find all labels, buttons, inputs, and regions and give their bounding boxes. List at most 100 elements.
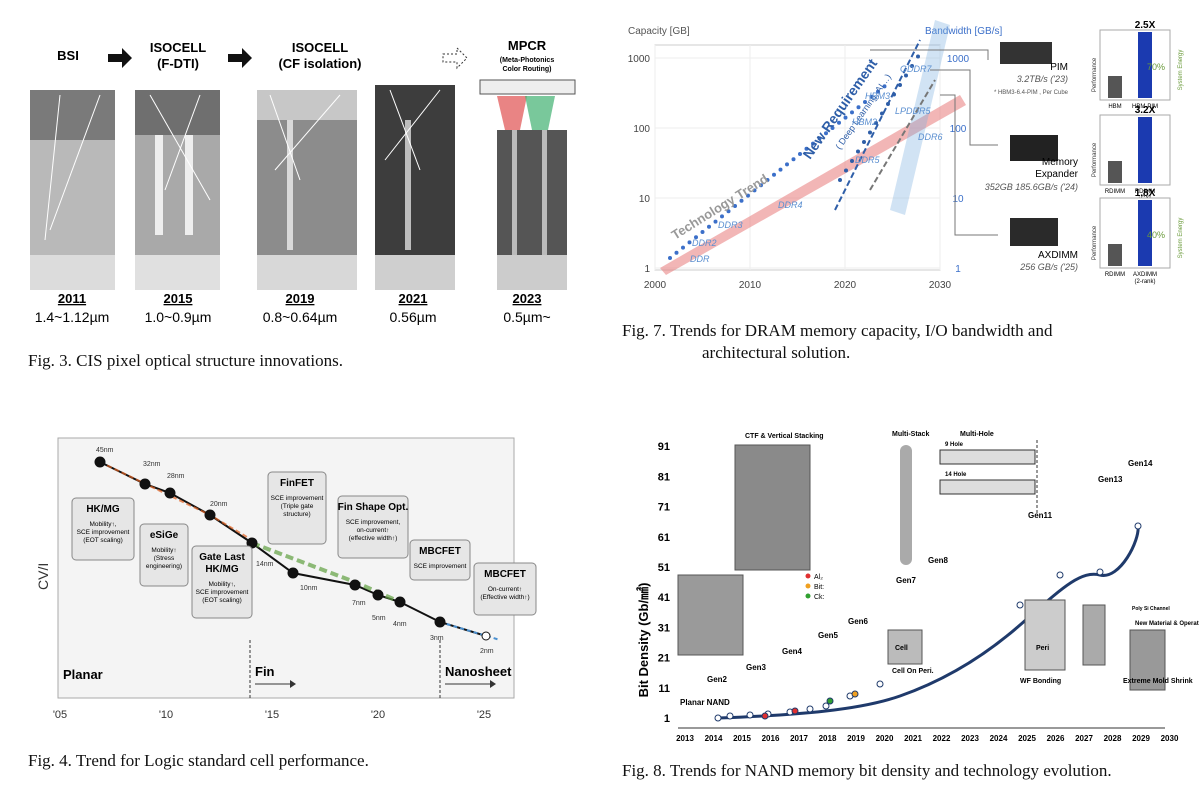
fig8-point — [1016, 601, 1024, 609]
fig8-legend-label: Ck: — [814, 594, 825, 601]
fig7-technology-trend-arrow — [660, 95, 966, 275]
fig7-point — [720, 214, 724, 219]
fig7-caption: Fig. 7. Trends for DRAM memory capacity,… — [622, 320, 1182, 364]
fig7-y-right-ticks: 1 10 100 1000 — [947, 54, 970, 275]
fig7-point — [904, 73, 908, 78]
fig7-bar-baseline — [1108, 76, 1122, 98]
fig3-sublabel-mpcr-2: Color Routing) — [503, 66, 552, 73]
fig8-y-tick: 41 — [658, 592, 670, 604]
fig4-panel: CV/I Planar Fin Nanosheet 45nm 32nm 28nm 20… — [0, 400, 600, 791]
fig7-dram-label: DDR3 — [718, 220, 743, 230]
fig7-x-tick: 2030 — [929, 280, 952, 291]
fig8-gen-label: Gen7 — [896, 576, 917, 585]
fig8-y-tick: 71 — [658, 502, 670, 514]
fig7-point — [874, 121, 878, 125]
fig7-axdimm-spec: 256 GB/s ('25) — [1019, 262, 1078, 272]
fig8-points — [714, 522, 1142, 722]
fig7-bar-label: RDIMM — [1105, 189, 1125, 195]
fig7-point — [759, 183, 763, 188]
fig4-tech-box-text: (Stress — [154, 555, 175, 562]
fig8-gen-label: Planar NAND — [680, 698, 730, 707]
fig4-node-label: 2nm — [480, 648, 494, 655]
fig7-bar-baseline — [1108, 161, 1122, 183]
fig8-gen-label: Gen3 — [746, 663, 767, 672]
fig7-expander-spec: 352GB 185.6GB/s ('24) — [985, 182, 1078, 192]
fig3-label-isocell-cf-2: (CF isolation) — [278, 56, 361, 71]
fig8-point — [746, 711, 754, 719]
fig7-panel: Capacity [GB] Bandwidth [GB/s] 1 10 100 100… — [600, 0, 1199, 400]
fig7-bar-axis-left: Performance — [1092, 57, 1098, 92]
fig7-ylabel-left: Capacity [GB] — [628, 26, 690, 37]
fig7-chart: Capacity [GB] Bandwidth [GB/s] 1 10 100 100… — [628, 20, 1184, 291]
fig8-new-material-illustration — [1082, 604, 1106, 666]
fig4-tech-box-title: Gate Last — [199, 552, 245, 563]
fig7-point — [892, 92, 896, 97]
fig7-y-right-tick: 1000 — [947, 54, 970, 65]
fig7-x-tick: 2010 — [739, 280, 762, 291]
fig7-y-right-tick: 10 — [952, 194, 964, 205]
fig7-bar-baseline — [1108, 244, 1122, 266]
fig4-tech-box-text: Mobility↑ — [151, 547, 176, 554]
fig7-bar-axis-left: Performance — [1092, 142, 1098, 177]
fig7-point — [765, 178, 770, 182]
fig4-tech-box-title: Fin Shape Opt. — [338, 502, 409, 513]
fig4-x-tick: '20 — [371, 709, 385, 721]
fig7-bar-gain: 3.2X — [1135, 105, 1156, 116]
fig8-y-tick: 21 — [658, 653, 670, 665]
fig4-chart: CV/I Planar Fin Nanosheet 45nm 32nm 28nm 20… — [35, 437, 537, 721]
fig8-annotation: WF Bonding — [1020, 678, 1061, 685]
fig7-point — [726, 209, 731, 214]
fig7-y-left-tick: 1000 — [628, 54, 651, 65]
fig7-bar-label: HBM-PIM — [1132, 104, 1158, 110]
fig8-point — [714, 714, 722, 722]
fig8-annotation: Poly Si Channel — [1132, 606, 1170, 612]
fig3-cross-section-images — [30, 79, 576, 290]
fig7-point — [824, 131, 828, 136]
fig4-tech-box-text: SCE improvement — [196, 589, 249, 596]
fig8-cell-on-peri-illustration — [887, 629, 923, 665]
fig8-x-tick: 2027 — [1075, 734, 1093, 743]
fig4-tech-box-text: Mobility↑, — [89, 521, 116, 528]
fig7-point — [700, 230, 705, 234]
fig8-point — [761, 712, 769, 720]
fig4-x-tick: '05 — [53, 709, 67, 721]
fig7-point — [778, 167, 783, 172]
fig4-era-planar: Planar — [63, 667, 103, 682]
fig4-tech-box: MBCFET SCE improvement — [409, 539, 471, 581]
fig8-ylabel: Bit Density (Gb/㎟) — [636, 583, 651, 698]
fig8-x-tick: 2018 — [819, 734, 837, 743]
fig4-node-point — [349, 579, 361, 591]
fig4-node-point — [481, 631, 491, 641]
fig7-bar-axis-right: System Energy — [1178, 218, 1184, 259]
fig8-x-tick: 2016 — [762, 734, 780, 743]
fig7-bar-gain: 2.5X — [1135, 20, 1156, 31]
fig4-era-fin: Fin — [255, 664, 275, 679]
fig3-size-3: 0.8~0.64µm — [263, 309, 338, 325]
fig8-legend-dot — [805, 573, 811, 579]
fig8-panel: Bit Density (Gb/㎟) 1 11 21 31 41 51 61 71 81 91 2… — [600, 400, 1199, 791]
fig7-point — [886, 102, 890, 106]
fig4-ylabel: CV/I — [35, 563, 51, 590]
fig7-dram-label: DDR5 — [855, 155, 880, 165]
fig7-point — [850, 110, 854, 115]
fig3-sublabel-mpcr: (Meta-Photonics — [500, 57, 555, 64]
fig7-y-right-tick: 100 — [950, 124, 967, 135]
fig4-tech-box-text: on-current↑ — [357, 527, 390, 534]
fig7-bar-solution — [1138, 200, 1152, 266]
fig7-point — [856, 149, 860, 154]
fig7-caption-line2: architectural solution. — [702, 343, 851, 362]
fig4-tech-box-title: HK/MG — [205, 564, 239, 575]
fig7-point — [863, 100, 867, 104]
fig8-multihole-illustration — [939, 440, 1038, 515]
fig8-x-tick: 2019 — [847, 734, 865, 743]
fig7-point — [811, 141, 815, 146]
fig4-tech-box: FinFET SCE improvement(Triple gatestructu… — [267, 471, 327, 545]
fig4-node-label: 3nm — [430, 635, 444, 642]
fig8-x-tick: 2028 — [1104, 734, 1122, 743]
fig8-y-tick: 81 — [658, 471, 670, 483]
fig7-dram-label: DDR4 — [778, 200, 803, 210]
fig8-x-ticks: 2013 2014 2015 2016 2017 2018 2019 2020 2021 2022… — [676, 734, 1179, 743]
fig7-dram-label: DDR2 — [692, 238, 717, 248]
fig7-dram-label: HBM3 — [865, 91, 890, 101]
